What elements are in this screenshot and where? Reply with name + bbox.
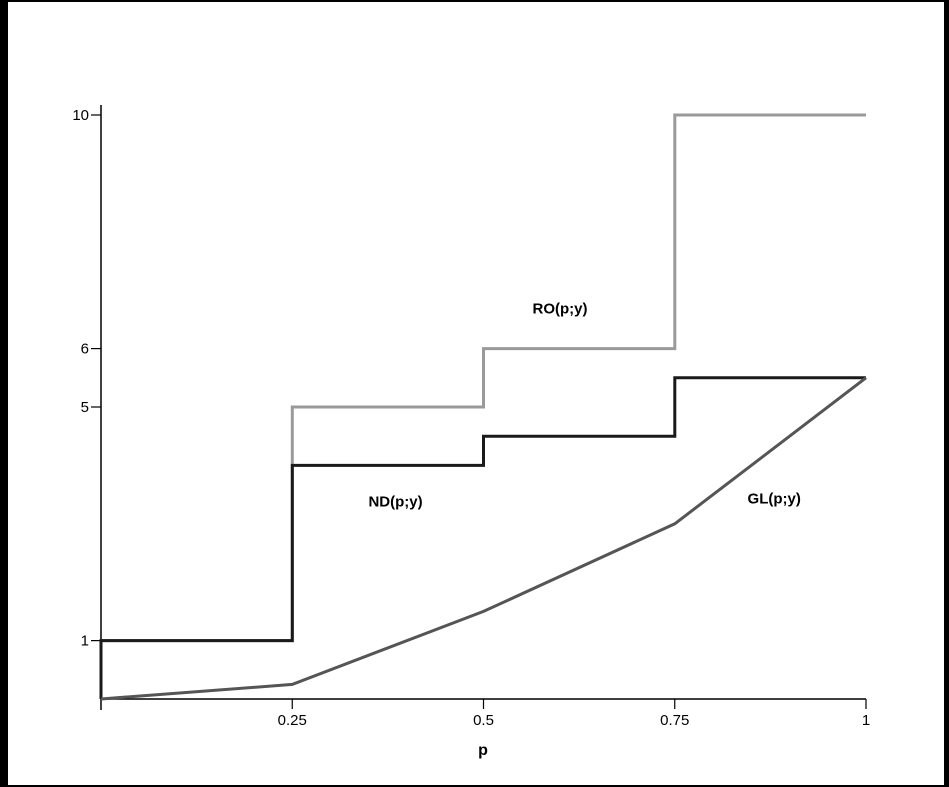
y-ticks: 1 5 6 10 xyxy=(72,107,101,650)
series-layer xyxy=(99,113,867,701)
x-axis-title: p xyxy=(478,742,488,759)
curve-label: ND(p;y) xyxy=(368,493,422,510)
y-tick-label: 6 xyxy=(81,341,89,358)
series-line-nd-p-y xyxy=(99,376,866,699)
y-tick-label: 5 xyxy=(81,399,89,416)
y-tick-label: 1 xyxy=(81,633,89,650)
x-tick-label: 0.5 xyxy=(473,712,494,729)
x-tick-label: 0.25 xyxy=(278,712,307,729)
x-tick-label: 1 xyxy=(862,712,870,729)
series-line-gl-p-y xyxy=(100,376,867,701)
curve-label: GL(p;y) xyxy=(748,490,801,507)
curve-label: RO(p;y) xyxy=(533,301,588,318)
annotation-layer: RO(p;y) ND(p;y) GL(p;y) xyxy=(368,301,800,511)
x-tick-label: 0.75 xyxy=(660,712,689,729)
y-tick-label: 10 xyxy=(72,107,89,124)
x-ticks: 0.25 0.5 0.75 1 xyxy=(278,699,870,729)
